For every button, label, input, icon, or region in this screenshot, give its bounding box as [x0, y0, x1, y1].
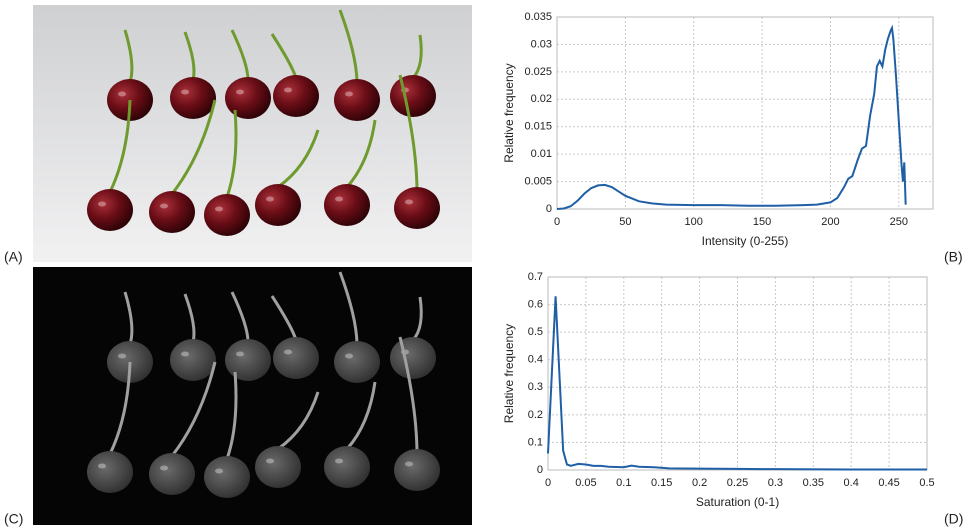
- y-axis-label: Relative frequency: [502, 324, 516, 423]
- y-tick-label: 0.015: [524, 121, 552, 133]
- highlight: [118, 354, 126, 359]
- highlight: [236, 352, 244, 357]
- highlight: [98, 464, 106, 469]
- cherry: [334, 341, 380, 383]
- x-tick-label: 150: [753, 216, 771, 228]
- cherry: [225, 339, 271, 381]
- y-tick-label: 0.3: [528, 381, 543, 393]
- y-axis-label: Relative frequency: [502, 63, 516, 162]
- highlight: [335, 459, 343, 464]
- y-tick-label: 0.5: [528, 326, 543, 338]
- cherry: [390, 337, 436, 379]
- x-tick-label: 0.2: [692, 477, 707, 489]
- x-axis-label: Intensity (0-255): [702, 234, 789, 248]
- highlight: [236, 90, 244, 95]
- cherry: [204, 194, 250, 236]
- highlight: [266, 197, 274, 202]
- highlight: [335, 197, 343, 202]
- x-tick-label: 200: [821, 216, 839, 228]
- x-axis-label: Saturation (0-1): [696, 495, 779, 509]
- y-tick-label: 0.7: [528, 271, 543, 283]
- cherry: [390, 75, 436, 117]
- y-tick-label: 0: [537, 464, 543, 476]
- y-tick-label: 0.1: [528, 436, 543, 448]
- x-tick-label: 50: [619, 216, 631, 228]
- highlight: [160, 204, 168, 209]
- highlight: [215, 469, 223, 474]
- x-tick-label: 0.35: [803, 477, 824, 489]
- cherry: [204, 456, 250, 498]
- highlight: [215, 207, 223, 212]
- cherry: [255, 184, 301, 226]
- panel-label: (C): [4, 511, 23, 527]
- y-tick-label: 0.4: [528, 354, 543, 366]
- cherry: [273, 75, 319, 117]
- x-tick-label: 0.3: [768, 477, 783, 489]
- x-tick-label: 0: [545, 477, 551, 489]
- y-tick-label: 0.6: [528, 298, 543, 310]
- y-tick-label: 0: [546, 203, 552, 215]
- highlight: [98, 202, 106, 207]
- cherry: [394, 449, 440, 491]
- panel-label: (D): [944, 511, 963, 527]
- cherry: [394, 187, 440, 229]
- cherry: [170, 77, 216, 119]
- highlight: [345, 92, 353, 97]
- y-tick-label: 0.2: [528, 409, 543, 421]
- cherry: [149, 191, 195, 233]
- x-tick-label: 250: [890, 216, 908, 228]
- panel-label: (B): [944, 249, 963, 265]
- highlight: [181, 352, 189, 357]
- highlight: [181, 90, 189, 95]
- x-tick-label: 100: [685, 216, 703, 228]
- panel-label: (A): [4, 249, 23, 265]
- highlight: [345, 354, 353, 359]
- y-tick-label: 0.025: [524, 66, 552, 78]
- x-tick-label: 0.1: [616, 477, 631, 489]
- y-tick-label: 0.02: [531, 93, 552, 105]
- y-tick-label: 0.005: [524, 175, 552, 187]
- cherry: [149, 453, 195, 495]
- y-tick-label: 0.01: [531, 148, 552, 160]
- highlight: [284, 88, 292, 93]
- x-tick-label: 0.05: [575, 477, 596, 489]
- cherry: [170, 339, 216, 381]
- figure: (A) (B) (C) (D) 0 0.005 0.01 0.015 0.02 0.025…: [0, 0, 973, 530]
- x-tick-label: 0.25: [727, 477, 748, 489]
- highlight: [266, 459, 274, 464]
- x-tick-label: 0.4: [844, 477, 859, 489]
- x-tick-label: 0.15: [651, 477, 672, 489]
- cherry: [255, 446, 301, 488]
- x-tick-label: 0.45: [878, 477, 899, 489]
- highlight: [405, 462, 413, 467]
- y-tick-label: 0.03: [531, 38, 552, 50]
- cherry: [87, 189, 133, 231]
- highlight: [405, 200, 413, 205]
- plot-frame: [557, 17, 933, 209]
- cherry: [273, 337, 319, 379]
- cherry: [324, 184, 370, 226]
- cherry: [225, 77, 271, 119]
- highlight: [118, 92, 126, 97]
- x-tick-label: 0: [554, 216, 560, 228]
- highlight: [160, 466, 168, 471]
- cherry: [87, 451, 133, 493]
- cherry: [334, 79, 380, 121]
- cherry: [324, 446, 370, 488]
- highlight: [284, 350, 292, 355]
- y-tick-label: 0.035: [524, 11, 552, 23]
- x-tick-label: 0.5: [919, 477, 934, 489]
